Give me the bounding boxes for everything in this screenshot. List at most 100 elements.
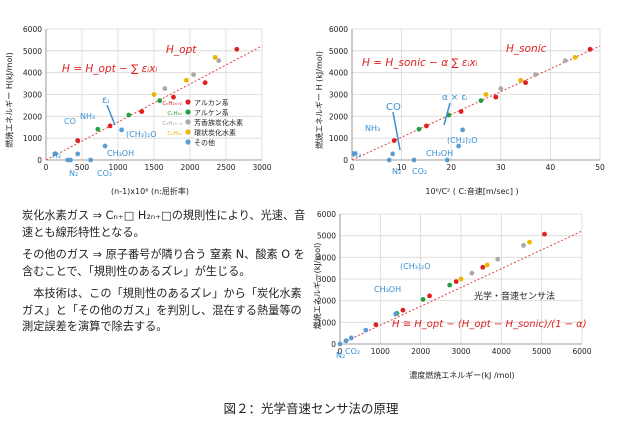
- point-other: [393, 311, 399, 317]
- legend-formula: CₙH₂ₙ: [167, 131, 182, 137]
- x-tick-label: 40: [546, 163, 556, 172]
- point-alkane: [107, 123, 113, 129]
- point-cyclic: [484, 262, 490, 268]
- label-hopt: H_opt: [166, 44, 197, 56]
- y-tick-label: 1000: [329, 134, 348, 143]
- trend-line: [339, 230, 583, 345]
- point-alkene: [157, 98, 163, 104]
- x-tick-label: 1000: [371, 347, 390, 356]
- x-tick-label: 50: [595, 163, 605, 172]
- y-tick-label: 5000: [23, 47, 42, 56]
- point-other: [348, 335, 354, 341]
- x-tick-label: 2500: [216, 163, 235, 172]
- x-tick-label: 10: [397, 163, 407, 172]
- chart-refractive: 0 1000 2000 3000 4000 5000 6000 0 500 1000 1500 200…: [4, 25, 272, 196]
- x-tick-label: 0: [44, 163, 49, 172]
- chart-combined: 0 1000 2000 3000 4000 5000 6000 0 1000 2000 3000 40…: [312, 210, 592, 380]
- point-other: [411, 157, 417, 163]
- point-alkane: [391, 138, 397, 143]
- formula: H = H_sonic − α ∑ εᵢxᵢ: [362, 57, 478, 69]
- point-cyclic: [518, 77, 524, 83]
- point-cyclic: [527, 239, 532, 245]
- label-epsilon: εᵢ: [102, 95, 109, 106]
- point-alkane: [234, 46, 240, 52]
- y-tick-label: 5000: [317, 232, 336, 241]
- x-tick-label: 3000: [252, 163, 271, 172]
- legend-label: 環状炭化水素: [194, 128, 236, 137]
- point-alkene: [95, 126, 101, 132]
- point-cyclic: [458, 276, 464, 282]
- label-alpha-epsilon: α × εᵢ: [442, 93, 468, 103]
- label-h2: H₂: [352, 150, 361, 159]
- label-co: CO: [64, 117, 76, 126]
- formula: H = H_opt − ∑ εᵢxᵢ: [62, 63, 157, 75]
- label-ch3oh: CH₃OH: [374, 285, 401, 294]
- legend-formula: CₙH₂ₙ₋₆: [162, 121, 182, 127]
- paragraph-other-gas: その他のガス ⇒ 原子番号が隣り合う 窒素 N、酸素 O を含むことで、「規則性…: [22, 248, 305, 278]
- legend-marker: [185, 139, 191, 145]
- point-aromatic: [469, 270, 475, 276]
- x-tick-label: 2000: [180, 163, 199, 172]
- label-h2: H₂: [52, 151, 61, 160]
- point-other: [88, 157, 94, 163]
- y-tick-label: 0: [331, 340, 336, 349]
- point-other: [343, 338, 349, 344]
- label-n2: N₂: [69, 169, 78, 178]
- point-cyclic: [184, 77, 189, 83]
- point-alkene: [416, 126, 422, 132]
- y-tick-label: 6000: [23, 25, 42, 34]
- point-alkane: [458, 109, 464, 114]
- y-tick-label: 4000: [317, 253, 336, 262]
- point-alkane: [587, 46, 593, 52]
- point-alkane: [493, 94, 499, 100]
- label-ch32o: (CH₃)₂O: [126, 130, 157, 139]
- label-ch32o: (CH₃)₂O: [447, 136, 478, 145]
- point-alkene: [420, 296, 426, 302]
- point-aromatic: [521, 243, 526, 248]
- x-axis-label: (n-1)x10⁶ (n:屈折率): [111, 186, 189, 196]
- y-tick-label: 4000: [23, 69, 42, 78]
- label-nh3: NH₃: [365, 124, 380, 133]
- point-alkane: [400, 307, 406, 313]
- label-nh3: NH₃: [80, 112, 95, 121]
- point-other: [52, 151, 58, 157]
- y-tick-label: 3000: [317, 275, 336, 284]
- point-other: [456, 143, 462, 149]
- y-tick-label: 6000: [317, 210, 336, 219]
- y-tick-label: 2000: [329, 112, 348, 121]
- y-tick-label: 5000: [329, 47, 348, 56]
- body-text: 炭化水素ガス ⇒ Cₙ₊□ H₂ₙ₊□の規則性により、光速、音速とも線形特性とな…: [22, 208, 312, 342]
- legend-marker: [185, 99, 191, 105]
- x-tick-label: 6000: [572, 347, 591, 356]
- y-tick-label: 2000: [317, 297, 336, 306]
- point-other: [68, 157, 73, 163]
- point-cyclic: [212, 54, 218, 60]
- legend-marker: [185, 109, 191, 115]
- label-co2: CO₂: [97, 169, 112, 178]
- legend-label: アルケン系: [194, 108, 229, 117]
- legend-label: アルカン系: [194, 98, 229, 107]
- label-ch3oh: CH₃OH: [426, 149, 453, 158]
- legend-formula: CₙH₂ₙ₊₂: [162, 101, 182, 107]
- x-tick-label: 20: [446, 163, 456, 172]
- point-other: [386, 157, 392, 163]
- y-axis-label: 燃焼エネルギー H(kJ/mol): [4, 52, 14, 147]
- point-aromatic: [498, 86, 504, 92]
- x-tick-label: 500: [75, 163, 90, 172]
- legend-marker: [185, 129, 191, 135]
- point-other: [75, 151, 81, 157]
- label-hsonic: H_sonic: [506, 43, 547, 55]
- legend-label: 芳香族炭化水素: [194, 118, 243, 127]
- label-co: CO: [386, 102, 401, 113]
- x-tick-label: 0: [338, 347, 343, 356]
- trend-line: [45, 45, 263, 161]
- point-aromatic: [495, 256, 501, 262]
- point-alkane: [202, 80, 208, 86]
- label-n2: N₂: [392, 167, 401, 176]
- point-other: [363, 327, 369, 333]
- point-other: [352, 151, 357, 157]
- formula: H ≅ H_opt − (H_opt − H_sonic)/(1 − α): [392, 319, 587, 330]
- point-alkane: [542, 231, 547, 237]
- y-tick-label: 3000: [329, 91, 348, 100]
- point-other: [102, 143, 108, 149]
